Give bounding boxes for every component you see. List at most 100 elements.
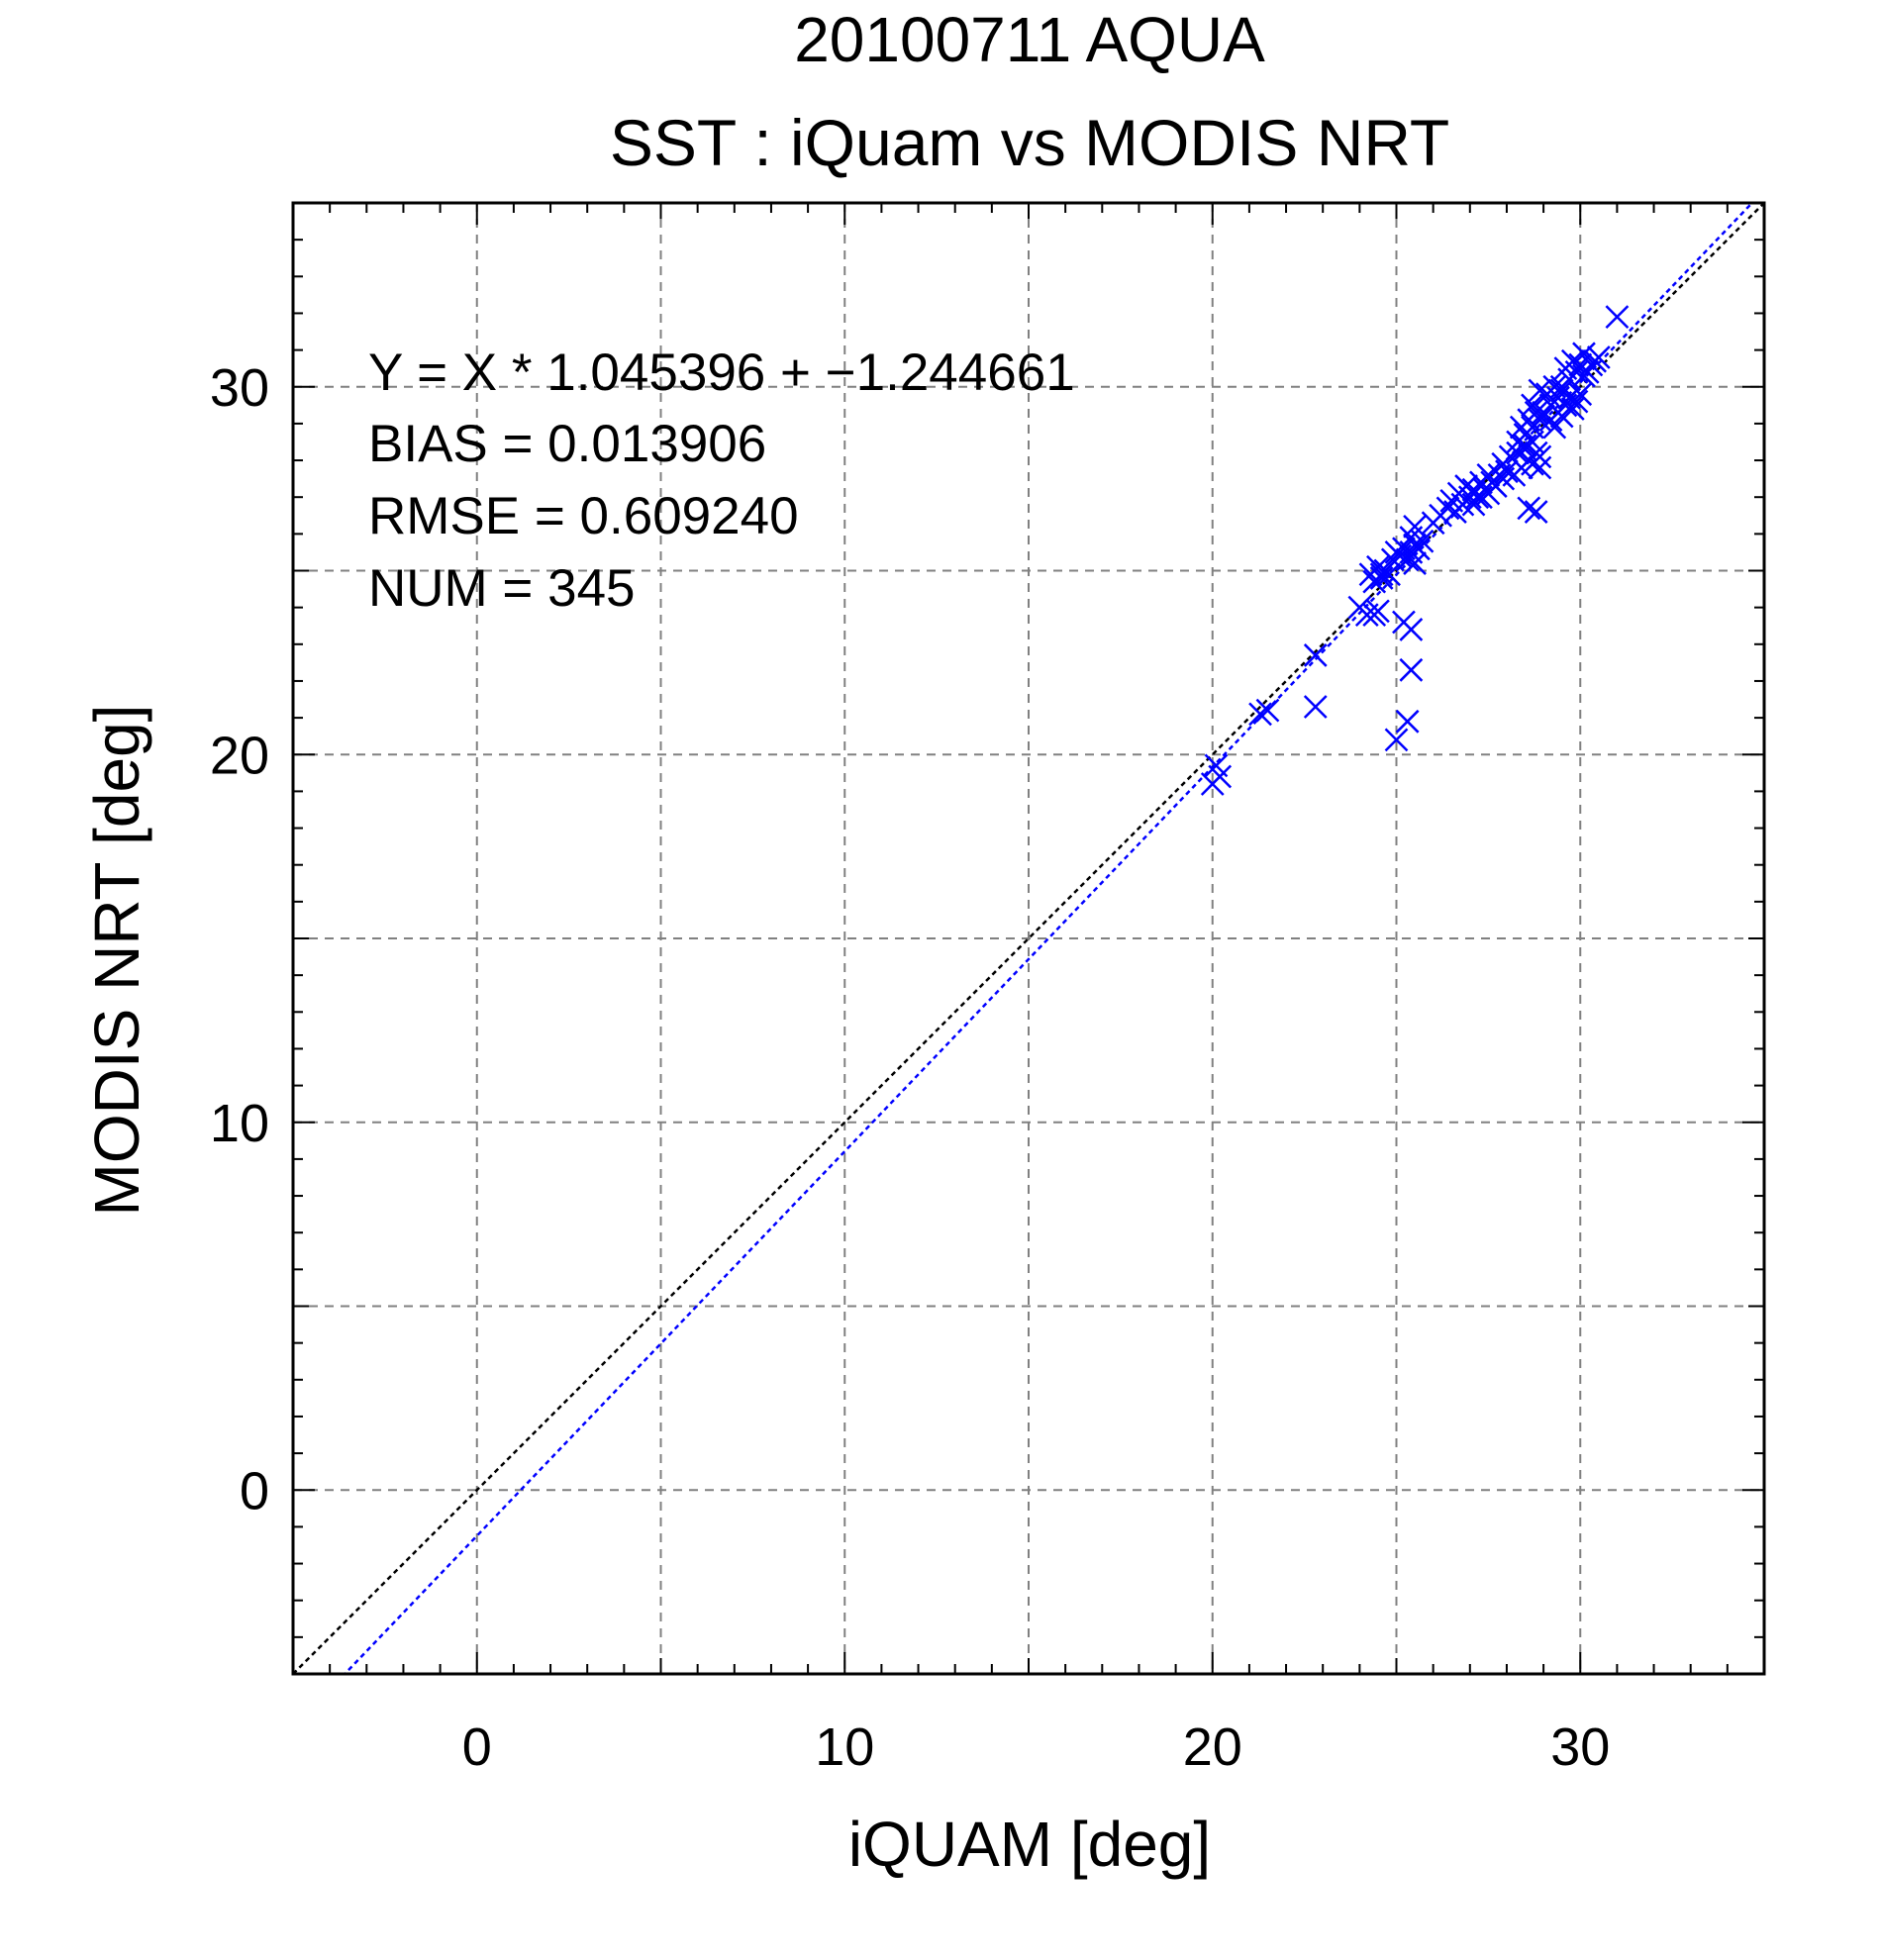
data-point bbox=[1495, 459, 1519, 484]
data-point bbox=[1403, 551, 1427, 575]
x-axis-label: iQUAM [deg] bbox=[848, 1809, 1211, 1880]
data-point-stroke bbox=[1560, 397, 1585, 421]
data-point-stroke bbox=[1521, 430, 1544, 454]
data-point bbox=[1399, 657, 1424, 682]
data-point-stroke bbox=[1605, 305, 1630, 330]
data-point bbox=[1521, 451, 1544, 476]
data-point bbox=[1542, 374, 1567, 399]
data-point-stroke bbox=[1403, 515, 1427, 539]
data-point bbox=[1248, 702, 1272, 727]
data-point-stroke bbox=[1528, 378, 1552, 403]
data-point bbox=[1366, 599, 1390, 624]
data-point-stroke bbox=[1524, 500, 1548, 524]
data-point-stroke bbox=[1248, 702, 1272, 727]
data-point-stroke bbox=[1560, 348, 1585, 373]
rmse-value: RMSE = 0.609240 bbox=[368, 487, 799, 545]
x-tick-label: 20 bbox=[1183, 1717, 1242, 1777]
data-point bbox=[1524, 400, 1548, 425]
data-point-stroke bbox=[1366, 554, 1390, 579]
data-point bbox=[1524, 500, 1548, 524]
data-point bbox=[1568, 382, 1593, 407]
num-value: NUM = 345 bbox=[368, 559, 636, 618]
data-points bbox=[1200, 305, 1630, 796]
y-tick-label: 20 bbox=[210, 726, 269, 785]
data-point-stroke bbox=[1542, 374, 1567, 399]
data-point-stroke bbox=[1255, 698, 1280, 723]
bias-value: BIAS = 0.013906 bbox=[368, 415, 766, 473]
y-tick-label: 30 bbox=[210, 358, 269, 418]
y-axis-label: MODIS NRT [deg] bbox=[81, 705, 152, 1217]
data-point bbox=[1377, 562, 1401, 587]
data-point-stroke bbox=[1476, 463, 1501, 487]
data-point bbox=[1572, 342, 1596, 366]
axis-ticks bbox=[293, 203, 1764, 1674]
data-point-stroke bbox=[1521, 451, 1544, 476]
data-point bbox=[1549, 404, 1574, 429]
chart-title: SST : iQuam vs MODIS NRT bbox=[610, 106, 1449, 179]
data-point bbox=[1384, 728, 1409, 752]
data-point bbox=[1369, 566, 1394, 590]
data-point-stroke bbox=[1399, 657, 1424, 682]
data-point-stroke bbox=[1369, 562, 1394, 587]
data-point-stroke bbox=[1575, 360, 1600, 384]
data-point bbox=[1560, 397, 1585, 421]
data-point bbox=[1406, 537, 1431, 561]
data-point-stroke bbox=[1564, 360, 1589, 384]
data-point-stroke bbox=[1469, 485, 1493, 510]
data-point-stroke bbox=[1517, 496, 1541, 521]
x-tick-label: 0 bbox=[462, 1717, 492, 1777]
data-point bbox=[1521, 430, 1544, 454]
data-point-stroke bbox=[1495, 459, 1519, 484]
data-point-stroke bbox=[1524, 400, 1548, 425]
data-point bbox=[1605, 305, 1630, 330]
data-point bbox=[1255, 698, 1280, 723]
data-point-stroke bbox=[1454, 474, 1478, 498]
x-tick-label: 30 bbox=[1550, 1717, 1610, 1777]
data-point-stroke bbox=[1513, 434, 1537, 458]
chart-header: 20100711 AQUA bbox=[794, 4, 1265, 75]
fit-equation: Y = X * 1.045396 + −1.244661 bbox=[368, 343, 1075, 402]
data-point bbox=[1513, 434, 1537, 458]
data-point bbox=[1303, 695, 1328, 719]
data-point bbox=[1403, 515, 1427, 539]
data-point-stroke bbox=[1521, 393, 1544, 418]
data-point-stroke bbox=[1366, 599, 1390, 624]
data-point-stroke bbox=[1498, 444, 1523, 469]
y-tick-label: 0 bbox=[240, 1461, 269, 1520]
data-point bbox=[1560, 348, 1585, 373]
data-point bbox=[1575, 360, 1600, 384]
data-point-stroke bbox=[1532, 404, 1555, 429]
data-point bbox=[1469, 485, 1493, 510]
data-point-stroke bbox=[1384, 728, 1409, 752]
data-point bbox=[1399, 618, 1424, 641]
data-point-stroke bbox=[1542, 415, 1567, 440]
data-point-stroke bbox=[1528, 455, 1552, 480]
data-point bbox=[1528, 378, 1552, 403]
data-point bbox=[1476, 463, 1501, 487]
data-point-stroke bbox=[1395, 709, 1420, 734]
data-point bbox=[1303, 643, 1328, 667]
data-point-stroke bbox=[1568, 382, 1593, 407]
data-point-stroke bbox=[1403, 551, 1427, 575]
data-point bbox=[1521, 393, 1544, 418]
data-point-stroke bbox=[1303, 695, 1328, 719]
data-point bbox=[1528, 455, 1552, 480]
data-point-stroke bbox=[1457, 485, 1482, 510]
data-point-stroke bbox=[1204, 753, 1229, 778]
data-point-stroke bbox=[1406, 537, 1431, 561]
data-point-stroke bbox=[1303, 643, 1328, 667]
data-point bbox=[1542, 415, 1567, 440]
data-point-stroke bbox=[1369, 566, 1394, 590]
data-point bbox=[1208, 764, 1233, 789]
data-point bbox=[1395, 709, 1420, 734]
data-point bbox=[1517, 496, 1541, 521]
data-point-stroke bbox=[1410, 529, 1435, 553]
data-point bbox=[1369, 562, 1394, 587]
data-point bbox=[1583, 348, 1607, 373]
data-point-stroke bbox=[1583, 348, 1607, 373]
tick-labels: 0 10 20 30 0 10 20 30 bbox=[210, 358, 1610, 1777]
data-point-stroke bbox=[1377, 562, 1401, 587]
data-point-stroke bbox=[1436, 496, 1460, 521]
data-point bbox=[1436, 496, 1460, 521]
data-point-stroke bbox=[1208, 764, 1233, 789]
